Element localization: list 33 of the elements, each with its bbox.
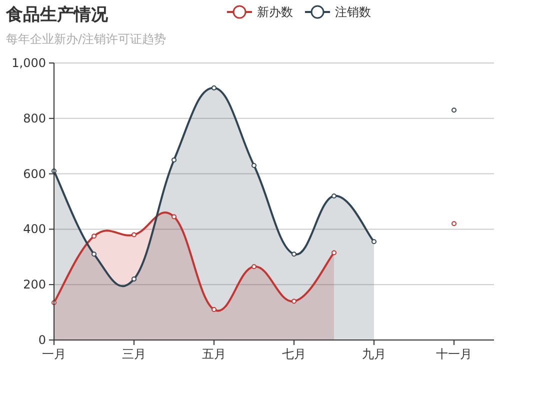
x-tick-label: 九月 [362, 347, 386, 361]
y-tick-label: 0 [38, 333, 46, 347]
y-tick-label: 400 [23, 222, 46, 236]
point [92, 234, 96, 239]
y-tick-label: 200 [23, 278, 46, 292]
point [172, 214, 176, 220]
y-tick-label: 800 [23, 111, 46, 126]
point [252, 264, 256, 270]
point [132, 232, 136, 238]
x-tick-label: 十一月 [436, 347, 472, 361]
point [292, 298, 296, 304]
y-tick-label: 600 [23, 166, 46, 181]
point [212, 307, 216, 312]
point [292, 252, 296, 257]
y-tick-label: 1,000 [12, 56, 46, 70]
point [372, 239, 376, 244]
point [332, 193, 336, 198]
x-tick-label: 三月 [122, 347, 146, 361]
point [332, 250, 336, 256]
point [172, 157, 176, 162]
x-tick-label: 七月 [282, 347, 306, 361]
point [452, 108, 456, 113]
point [132, 276, 136, 282]
legend-label: 新办数 [257, 5, 293, 19]
point [252, 162, 256, 168]
chart-title: 食品生产情况 [5, 5, 109, 25]
legend-label: 注销数 [335, 5, 371, 19]
chart-subtitle: 每年企业新办/注销许可证趋势 [6, 32, 166, 46]
point [92, 252, 96, 257]
point [212, 85, 216, 90]
x-tick-label: 五月 [202, 347, 226, 361]
point [452, 221, 456, 226]
x-tick-label: 一月 [42, 347, 66, 361]
